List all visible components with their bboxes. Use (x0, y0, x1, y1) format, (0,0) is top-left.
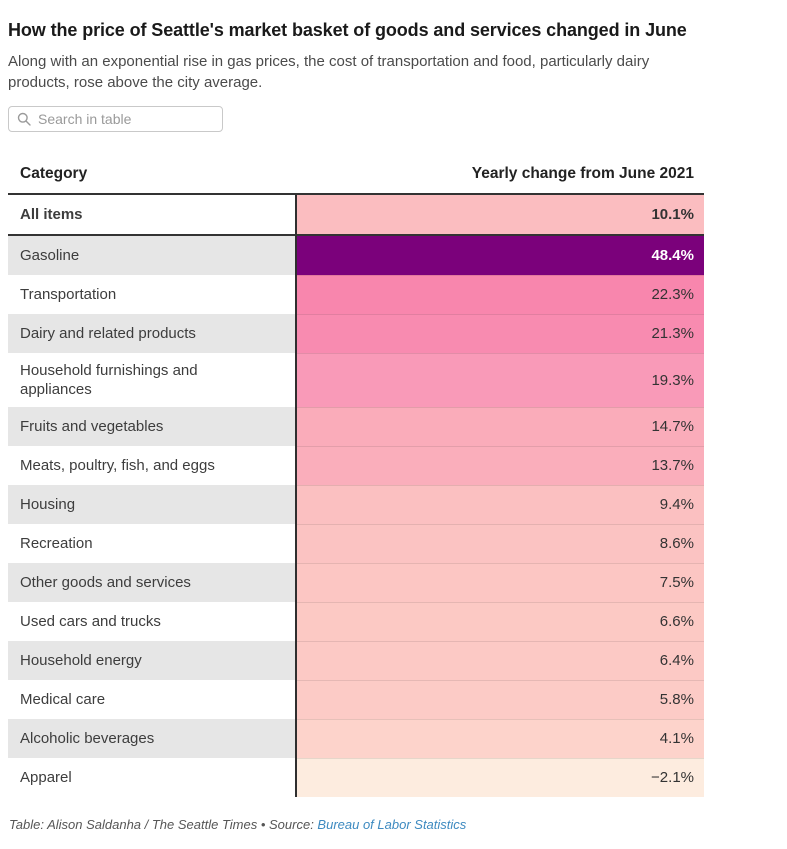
value-cell: 8.6% (295, 524, 704, 563)
value-cell: 48.4% (295, 236, 704, 275)
search-icon (17, 112, 31, 126)
category-cell: All items (8, 195, 295, 234)
category-cell: Transportation (8, 275, 295, 314)
value-cell: 5.8% (295, 680, 704, 719)
value-cell: 22.3% (295, 275, 704, 314)
page: How the price of Seattle's market basket… (8, 20, 704, 832)
table-row: Fruits and vegetables 14.7% (8, 407, 704, 446)
column-header-value[interactable]: Yearly change from June 2021 (471, 165, 694, 182)
value-cell: 21.3% (295, 314, 704, 353)
table-credit: Table: Alison Saldanha / The Seattle Tim… (8, 817, 704, 832)
table-row: Meats, poultry, fish, and eggs 13.7% (8, 446, 704, 485)
category-cell: Meats, poultry, fish, and eggs (8, 446, 295, 485)
category-cell: Recreation (8, 524, 295, 563)
value-cell: 10.1% (295, 195, 704, 234)
value-cell: 4.1% (295, 719, 704, 758)
page-title: How the price of Seattle's market basket… (8, 20, 687, 40)
table-row: Gasoline 48.4% (8, 236, 704, 275)
table-row: All items 10.1% (8, 195, 704, 236)
table-body: All items 10.1% Gasoline 48.4% Transportatio… (8, 195, 704, 797)
table-row: Apparel −2.1% (8, 758, 704, 797)
value-cell: 14.7% (295, 407, 704, 446)
search-input[interactable] (38, 111, 214, 127)
data-table: Category Yearly change from June 2021 Al… (8, 161, 704, 797)
table-row: Household furnishings and appliances 19.3… (8, 353, 704, 407)
category-cell: Household energy (8, 641, 295, 680)
table-row: Recreation 8.6% (8, 524, 704, 563)
category-cell: Alcoholic beverages (8, 719, 295, 758)
category-cell: Apparel (8, 758, 295, 797)
value-cell: 19.3% (295, 353, 704, 407)
source-link[interactable]: Bureau of Labor Statistics (317, 817, 467, 832)
credit-text: Table: Alison Saldanha / The Seattle Tim… (9, 817, 318, 832)
value-cell: 6.4% (295, 641, 704, 680)
category-cell: Other goods and services (8, 563, 295, 602)
table-row: Transportation 22.3% (8, 275, 704, 314)
search-box[interactable] (8, 106, 223, 132)
value-cell: 6.6% (295, 602, 704, 641)
page-subtitle: Along with an exponential rise in gas pr… (8, 53, 650, 91)
table-row: Dairy and related products 21.3% (8, 314, 704, 353)
table-row: Alcoholic beverages 4.1% (8, 719, 704, 758)
table-row: Used cars and trucks 6.6% (8, 602, 704, 641)
column-header-category[interactable]: Category (20, 165, 88, 182)
table-row: Medical care 5.8% (8, 680, 704, 719)
category-cell: Household furnishings and appliances (8, 353, 295, 407)
value-cell: −2.1% (295, 758, 704, 797)
value-cell: 7.5% (295, 563, 704, 602)
value-cell: 13.7% (295, 446, 704, 485)
category-cell: Used cars and trucks (8, 602, 295, 641)
value-cell: 9.4% (295, 485, 704, 524)
category-cell: Fruits and vegetables (8, 407, 295, 446)
category-cell: Gasoline (8, 236, 295, 275)
table-row: Other goods and services 7.5% (8, 563, 704, 602)
table-row: Household energy 6.4% (8, 641, 704, 680)
table-row: Housing 9.4% (8, 485, 704, 524)
category-cell: Dairy and related products (8, 314, 295, 353)
table-header: Category Yearly change from June 2021 (8, 161, 704, 195)
category-cell: Medical care (8, 680, 295, 719)
category-cell: Housing (8, 485, 295, 524)
